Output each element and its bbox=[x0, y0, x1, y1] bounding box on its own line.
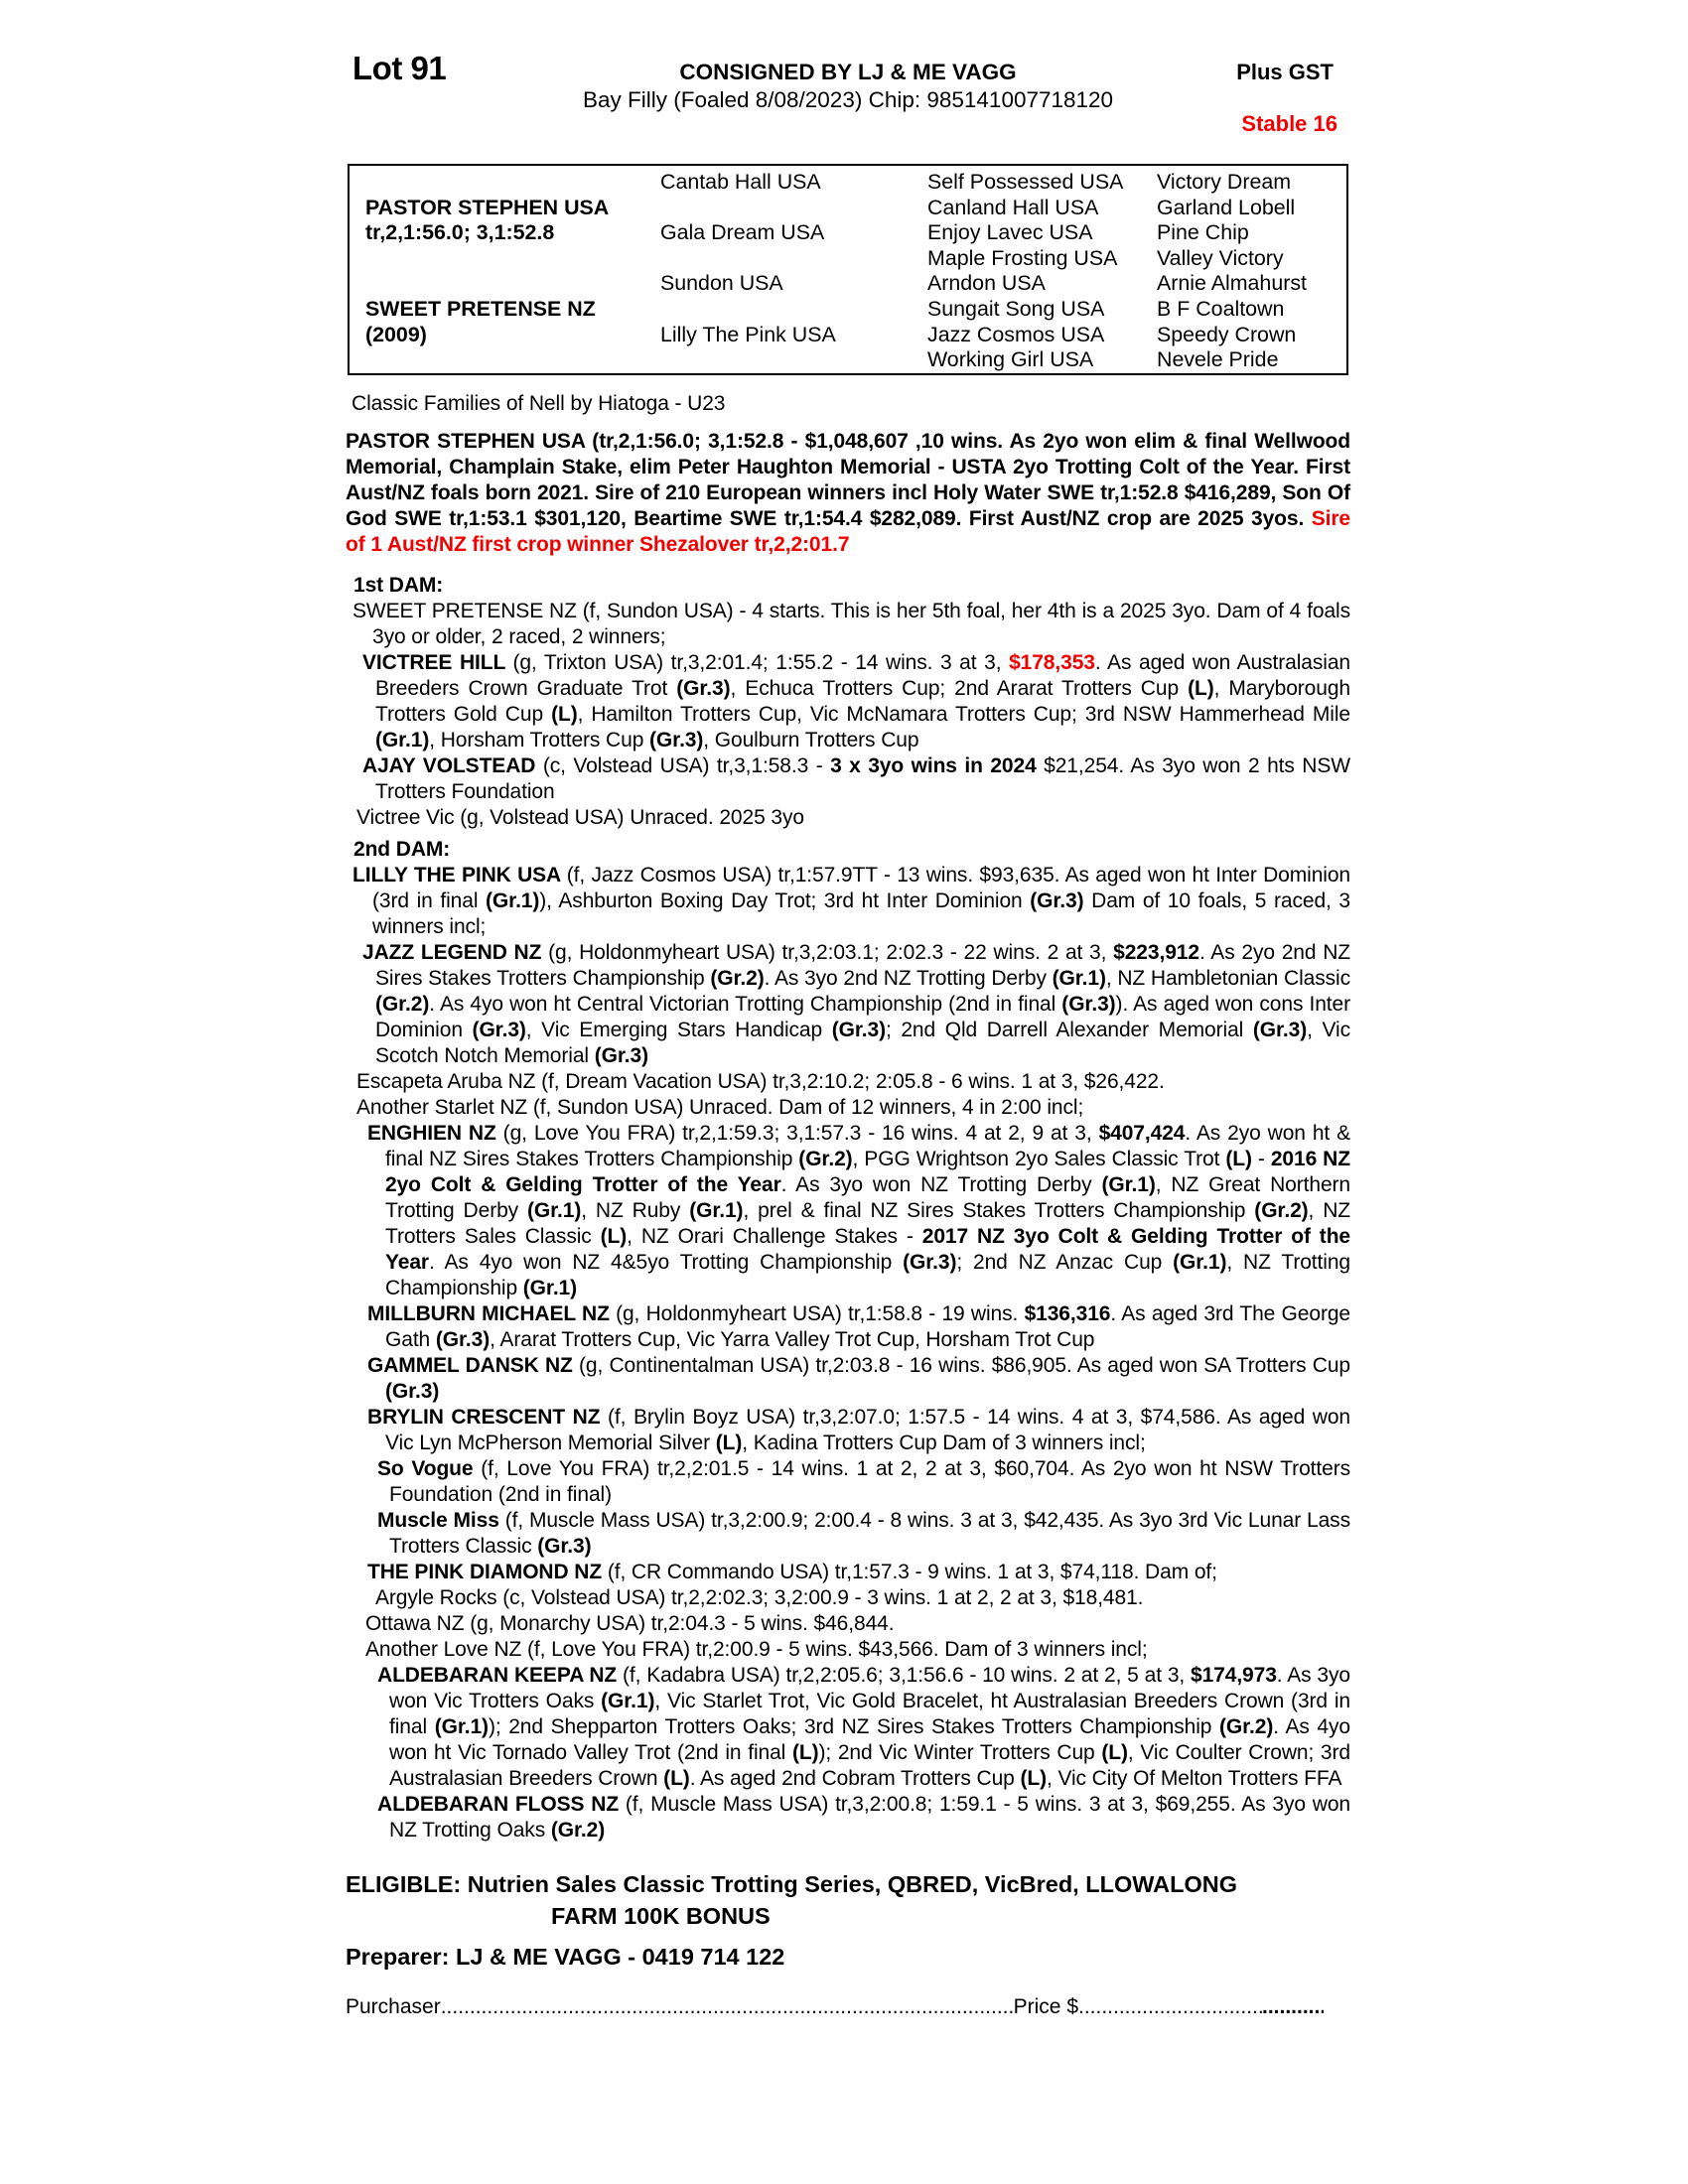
second-dam-heading: 2nd DAM: bbox=[353, 838, 451, 861]
entry-victree-hill: VICTREE HILL (g, Trixton USA) tr,3,2:01.… bbox=[362, 651, 1350, 751]
entry-jazz-legend: JAZZ LEGEND NZ (g, Holdonmyheart USA) tr… bbox=[362, 941, 1350, 1067]
horse-description: Bay Filly (Foaled 8/08/2023) Chip: 98514… bbox=[582, 87, 1114, 112]
gen4-ancestor: Arnie Almahurst bbox=[1157, 271, 1307, 296]
gen3-ancestor: Jazz Cosmos USA bbox=[927, 322, 1105, 346]
preparer-line: Preparer: LJ & ME VAGG - 0419 714 122 bbox=[346, 1944, 785, 1970]
gen2-ancestor: Sundon USA bbox=[660, 271, 783, 296]
entry-aldebaran-keepa: ALDEBARAN KEEPA NZ (f, Kadabra USA) tr,2… bbox=[377, 1664, 1350, 1790]
gen3-ancestor: Canland Hall USA bbox=[927, 195, 1099, 219]
dam-block: SWEET PRETENSE NZ (2009) bbox=[350, 271, 660, 372]
sire-record: tr,2,1:56.0; 3,1:52.8 bbox=[365, 220, 555, 245]
consignor-line: CONSIGNED BY LJ & ME VAGG bbox=[679, 60, 1017, 84]
lot-number: Lot 91 bbox=[352, 50, 447, 86]
gen4-ancestor: Victory Dream bbox=[1157, 170, 1292, 194]
entry-muscle-miss: Muscle Miss (f, Muscle Mass USA) tr,3,2:… bbox=[377, 1509, 1350, 1558]
entry-lilly-the-pink: LILLY THE PINK USA (f, Jazz Cosmos USA) … bbox=[352, 864, 1351, 938]
family-line: Classic Families of Nell by Hiatoga - U2… bbox=[352, 392, 726, 415]
pedigree-table: PASTOR STEPHEN USA tr,2,1:56.0; 3,1:52.8… bbox=[348, 164, 1348, 375]
purchaser-fill-dots: ........................................… bbox=[440, 1995, 1014, 2018]
gen3-ancestor: Self Possessed USA bbox=[927, 170, 1124, 194]
entry-another-love: Another Love NZ (f, Love You FRA) tr,2:0… bbox=[365, 1638, 1148, 1661]
gen4-ancestor: Garland Lobell bbox=[1157, 195, 1296, 219]
gen4-ancestor: Pine Chip bbox=[1157, 220, 1249, 245]
gen2-ancestor: Gala Dream USA bbox=[660, 220, 825, 245]
stable-number: Stable 16 bbox=[1241, 111, 1337, 136]
entry-ajay-volstead: AJAY VOLSTEAD (c, Volstead USA) tr,3,1:5… bbox=[362, 754, 1350, 803]
purchaser-line: Purchaser ..............................… bbox=[346, 1994, 1324, 2020]
dam-year: (2009) bbox=[365, 322, 427, 346]
dam-name: SWEET PRETENSE NZ bbox=[365, 296, 596, 321]
gen4-ancestor: Speedy Crown bbox=[1157, 322, 1297, 346]
entry-millburn-michael: MILLBURN MICHAEL NZ (g, Holdonmyheart US… bbox=[367, 1302, 1350, 1351]
price-label: Price $ bbox=[1013, 1995, 1078, 2018]
entry-argyle-rocks: Argyle Rocks (c, Volstead USA) tr,2,2:02… bbox=[375, 1586, 1144, 1609]
gen3-ancestor: Working Girl USA bbox=[927, 347, 1094, 372]
sire-name: PASTOR STEPHEN USA bbox=[365, 195, 610, 219]
eligible-line2: FARM 100K BONUS bbox=[551, 1903, 771, 1929]
sire-summary: PASTOR STEPHEN USA (tr,2,1:56.0; 3,1:52.… bbox=[346, 430, 1350, 556]
entry-another-starlet: Another Starlet NZ (f, Sundon USA) Unrac… bbox=[356, 1096, 1084, 1119]
footer-section: ELIGIBLE: Nutrien Sales Classic Trotting… bbox=[346, 1868, 1350, 2020]
sire-block: PASTOR STEPHEN USA tr,2,1:56.0; 3,1:52.8 bbox=[350, 170, 660, 271]
price-fill-dots-bold: ................. bbox=[1262, 1995, 1324, 2018]
gen2-ancestor: Cantab Hall USA bbox=[660, 170, 821, 194]
gen4-ancestor: Nevele Pride bbox=[1157, 347, 1279, 372]
eligibility-section: ELIGIBLE: Nutrien Sales Classic Trotting… bbox=[346, 1868, 1350, 1932]
first-dam-heading: 1st DAM: bbox=[353, 574, 444, 597]
gen3-ancestor: Sungait Song USA bbox=[927, 296, 1105, 321]
entry-so-vogue: So Vogue (f, Love You FRA) tr,2,2:01.5 -… bbox=[377, 1457, 1350, 1506]
entry-sweet-pretense: SWEET PRETENSE NZ (f, Sundon USA) - 4 st… bbox=[352, 600, 1350, 648]
entry-brylin-crescent: BRYLIN CRESCENT NZ (f, Brylin Boyz USA) … bbox=[367, 1406, 1350, 1454]
entry-enghien: ENGHIEN NZ (g, Love You FRA) tr,2,1:59.3… bbox=[367, 1122, 1351, 1299]
entry-ottawa: Ottawa NZ (g, Monarchy USA) tr,2:04.3 - … bbox=[365, 1612, 895, 1635]
gen3-ancestor: Arndon USA bbox=[927, 271, 1046, 296]
entry-victree-vic: Victree Vic (g, Volstead USA) Unraced. 2… bbox=[356, 806, 804, 829]
gen3-ancestor: Maple Frosting USA bbox=[927, 245, 1118, 270]
gen4-ancestor: Valley Victory bbox=[1157, 245, 1284, 270]
entry-gammel-dansk: GAMMEL DANSK NZ (g, Continentalman USA) … bbox=[367, 1354, 1350, 1403]
gen3-ancestor: Enjoy Lavec USA bbox=[927, 220, 1093, 245]
eligible-line1: ELIGIBLE: Nutrien Sales Classic Trotting… bbox=[346, 1871, 1237, 1897]
body-paragraphs: Classic Families of Nell by Hiatoga - U2… bbox=[346, 391, 1350, 1843]
entry-aldebaran-floss: ALDEBARAN FLOSS NZ (f, Muscle Mass USA) … bbox=[377, 1793, 1350, 1842]
entry-escapeta-aruba: Escapeta Aruba NZ (f, Dream Vacation USA… bbox=[356, 1070, 1165, 1093]
gen2-ancestor: Lilly The Pink USA bbox=[660, 322, 836, 346]
gst-note: Plus GST bbox=[1236, 60, 1334, 84]
purchaser-label: Purchaser bbox=[346, 1995, 441, 2018]
price-fill-dots: ........................................… bbox=[1078, 1995, 1262, 2018]
gen4-ancestor: B F Coaltown bbox=[1157, 296, 1285, 321]
entry-the-pink-diamond: THE PINK DIAMOND NZ (f, CR Commando USA)… bbox=[367, 1561, 1217, 1583]
